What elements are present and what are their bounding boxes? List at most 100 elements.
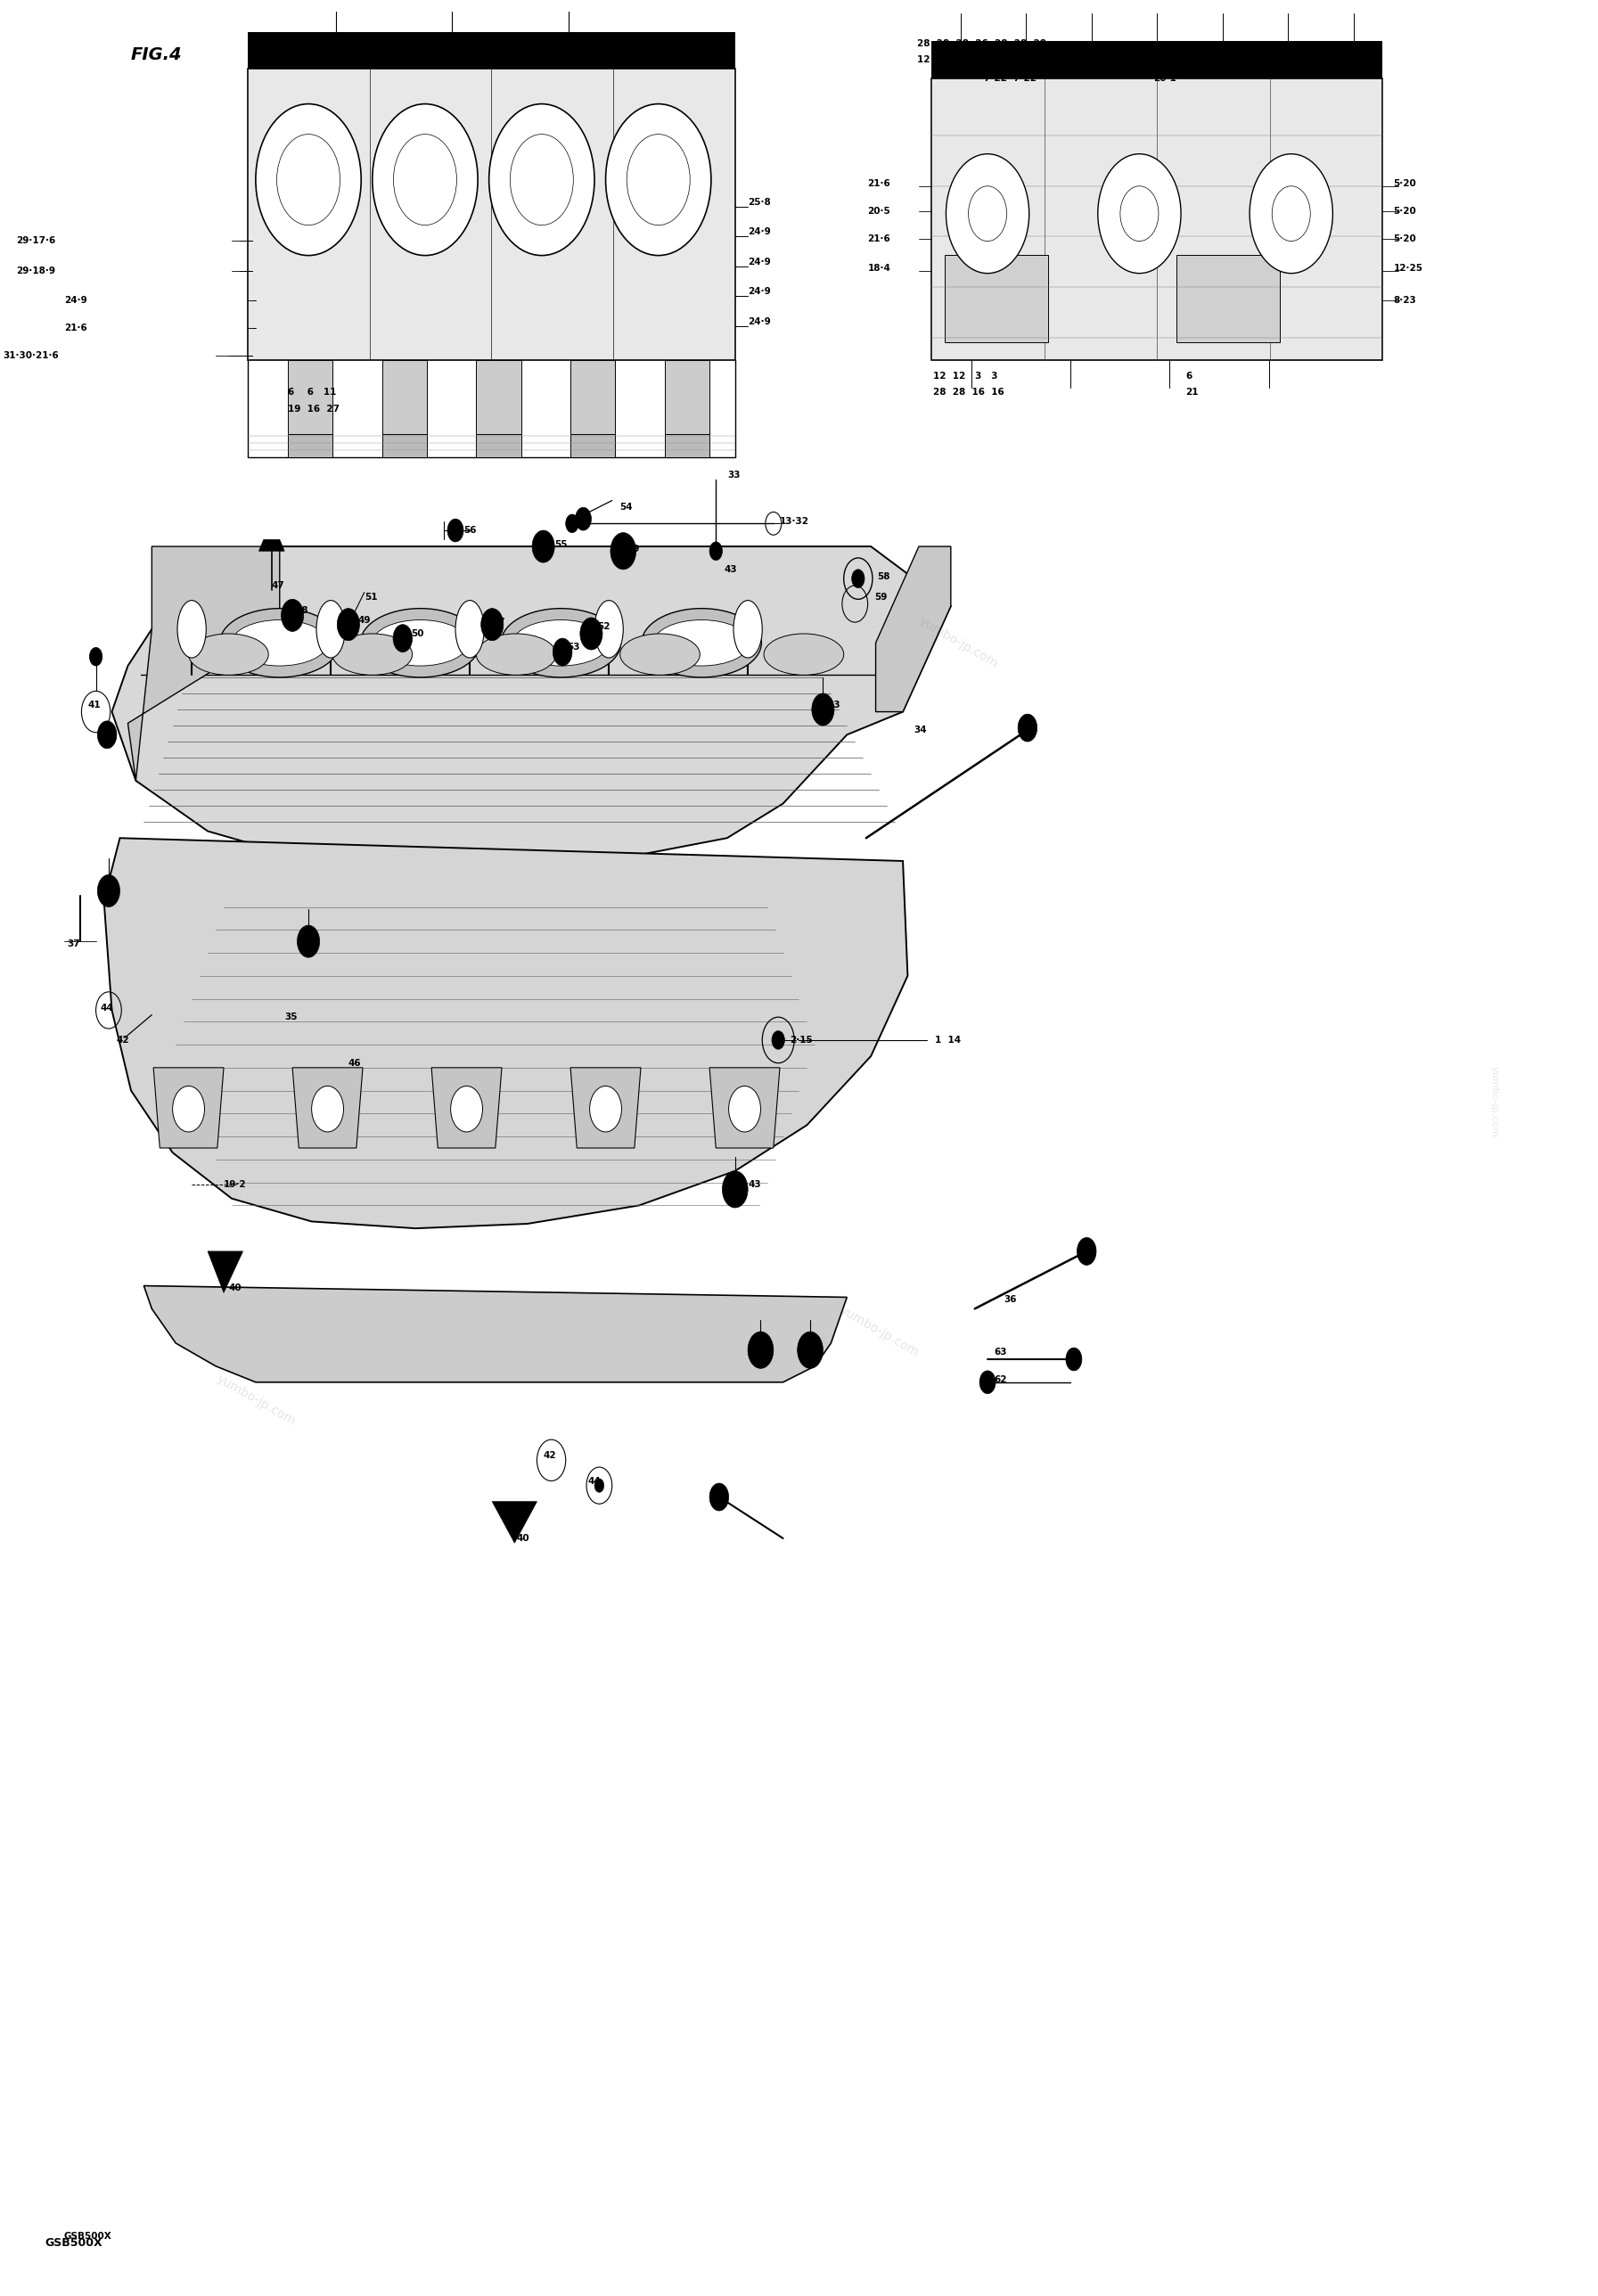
Ellipse shape — [361, 608, 479, 677]
Circle shape — [946, 154, 1029, 273]
Text: 40: 40 — [516, 1534, 529, 1543]
Text: 6    6   11: 6 6 11 — [288, 388, 336, 397]
Circle shape — [312, 1086, 344, 1132]
Circle shape — [451, 1086, 483, 1132]
Text: 44: 44 — [101, 1003, 113, 1013]
Text: 54: 54 — [620, 503, 633, 512]
Text: 36: 36 — [1004, 1295, 1016, 1304]
Text: 44: 44 — [588, 1476, 601, 1486]
Text: 20·1: 20·1 — [1154, 73, 1176, 83]
Text: 24·9: 24·9 — [64, 296, 86, 305]
Text: 8·23: 8·23 — [1393, 296, 1416, 305]
Text: 18·4: 18·4 — [868, 264, 890, 273]
Circle shape — [89, 647, 102, 666]
Polygon shape — [128, 546, 280, 781]
Text: yumbo-jp.com: yumbo-jp.com — [214, 1373, 297, 1428]
Text: 28  28  28  26  28  28  28: 28 28 28 26 28 28 28 — [917, 39, 1047, 48]
Polygon shape — [112, 546, 951, 872]
Polygon shape — [288, 434, 332, 457]
Polygon shape — [665, 360, 710, 434]
Text: 21·6: 21·6 — [868, 179, 890, 188]
Circle shape — [553, 638, 572, 666]
Polygon shape — [431, 1068, 502, 1148]
Circle shape — [710, 1483, 729, 1511]
Ellipse shape — [455, 602, 484, 659]
Polygon shape — [570, 434, 615, 457]
Text: 46: 46 — [348, 1058, 361, 1068]
Text: 13·32: 13·32 — [780, 517, 809, 526]
Circle shape — [256, 103, 361, 255]
Text: 25·8: 25·8 — [748, 197, 770, 207]
Circle shape — [532, 530, 555, 563]
Text: 56: 56 — [463, 526, 476, 535]
Text: 21·6: 21·6 — [868, 234, 890, 243]
Text: 2·15: 2·15 — [789, 1035, 812, 1045]
Ellipse shape — [642, 608, 761, 677]
Text: 24·9: 24·9 — [748, 227, 770, 236]
Text: 58: 58 — [877, 572, 890, 581]
Circle shape — [590, 1086, 622, 1132]
Text: 5·20: 5·20 — [1393, 179, 1416, 188]
Circle shape — [729, 1086, 761, 1132]
Text: 62: 62 — [994, 1375, 1007, 1384]
Text: 45: 45 — [300, 932, 313, 941]
Text: 50: 50 — [411, 629, 423, 638]
Circle shape — [489, 103, 594, 255]
Text: 24·9: 24·9 — [748, 317, 770, 326]
Polygon shape — [248, 69, 735, 360]
Ellipse shape — [733, 602, 762, 659]
Polygon shape — [153, 1068, 224, 1148]
Ellipse shape — [219, 608, 339, 677]
Circle shape — [97, 721, 117, 748]
Text: 28  28  16  16: 28 28 16 16 — [933, 388, 1004, 397]
Circle shape — [852, 569, 865, 588]
Text: 41: 41 — [88, 700, 101, 709]
Polygon shape — [144, 1286, 847, 1382]
Text: yumbo-jp.com: yumbo-jp.com — [917, 615, 1000, 670]
Ellipse shape — [764, 634, 844, 675]
Circle shape — [281, 599, 304, 631]
Text: 21·6: 21·6 — [64, 324, 86, 333]
Text: 57: 57 — [492, 618, 505, 627]
Ellipse shape — [476, 634, 556, 675]
Text: 42: 42 — [117, 1035, 129, 1045]
Circle shape — [1066, 1348, 1082, 1371]
Text: 42: 42 — [543, 1451, 556, 1460]
Text: 63: 63 — [994, 1348, 1007, 1357]
Text: 1  14: 1 14 — [935, 1035, 960, 1045]
Ellipse shape — [594, 602, 623, 659]
Polygon shape — [292, 1068, 363, 1148]
Text: 12·25: 12·25 — [1393, 264, 1422, 273]
Circle shape — [1077, 1238, 1096, 1265]
Text: 19·2: 19·2 — [224, 1180, 246, 1189]
Text: 33: 33 — [727, 471, 740, 480]
Text: 29·18·9: 29·18·9 — [16, 266, 56, 276]
Polygon shape — [876, 546, 951, 712]
Ellipse shape — [500, 608, 620, 677]
Circle shape — [337, 608, 360, 641]
Text: 51: 51 — [364, 592, 377, 602]
Circle shape — [447, 519, 463, 542]
Polygon shape — [259, 540, 284, 551]
Text: yumbo-jp.com: yumbo-jp.com — [1489, 1065, 1499, 1139]
Text: GSB500X: GSB500X — [64, 2232, 112, 2241]
Polygon shape — [382, 434, 427, 457]
Polygon shape — [1176, 255, 1280, 342]
Circle shape — [812, 693, 834, 726]
Ellipse shape — [620, 634, 700, 675]
Text: 43: 43 — [724, 565, 737, 574]
Polygon shape — [476, 434, 521, 457]
Circle shape — [393, 625, 412, 652]
Text: 39: 39 — [626, 544, 639, 553]
Polygon shape — [665, 434, 710, 457]
Text: GSB500X: GSB500X — [45, 2236, 102, 2250]
Text: 34: 34 — [914, 726, 927, 735]
Text: 21: 21 — [1186, 388, 1198, 397]
Polygon shape — [932, 78, 1382, 360]
Text: 29·17·6: 29·17·6 — [16, 236, 56, 246]
Circle shape — [797, 1332, 823, 1368]
Text: 43: 43 — [828, 700, 841, 709]
Polygon shape — [570, 1068, 641, 1148]
Text: yumbo-jp.com: yumbo-jp.com — [837, 1304, 920, 1359]
Text: 48: 48 — [296, 606, 308, 615]
